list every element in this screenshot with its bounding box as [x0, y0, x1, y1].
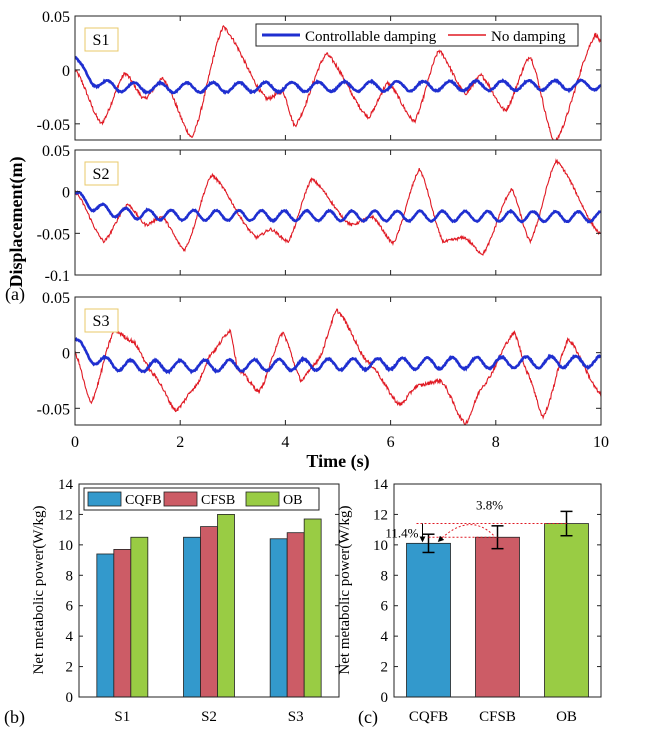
- subplot-tag-label: S3: [93, 313, 110, 330]
- controllable-damping-line: [75, 190, 601, 224]
- y-tick-label: 14: [58, 477, 74, 493]
- y-tick-label: 0: [62, 346, 70, 363]
- y-tick-label: 0.05: [42, 9, 70, 26]
- legend-box: [255, 23, 579, 47]
- subplot-tag: S3: [84, 308, 119, 333]
- y-tick-label: 0.05: [42, 143, 70, 160]
- x-tick-label: S3: [288, 709, 304, 725]
- bar-ob-s2: [217, 514, 235, 698]
- subplot-tag: S1: [84, 27, 119, 52]
- x-axis-label: Time (s): [306, 451, 369, 472]
- legend-label-cfsb: CFSB: [201, 493, 235, 508]
- y-tick-label: 6: [66, 599, 74, 615]
- x-tick-label: 4: [281, 434, 289, 451]
- y-tick-label: 4: [381, 629, 389, 645]
- legend-swatch-cqfb: [87, 491, 122, 507]
- bar-ob: [544, 523, 589, 698]
- y-tick-label: 8: [381, 568, 389, 584]
- legend: CQFB CFSB OB: [83, 487, 320, 511]
- arrow-3-8: [437, 524, 494, 543]
- no-damping-line: [75, 158, 601, 256]
- y-tick-label: 12: [373, 507, 388, 523]
- bar-cfsb-s3: [286, 532, 305, 698]
- y-tick-label: 0: [62, 185, 70, 202]
- bar-ob-s3: [303, 518, 322, 698]
- bar-cqfb-s1: [96, 553, 115, 698]
- legend-label-ob: OB: [283, 493, 302, 508]
- annotation-11-4: 11.4%: [385, 526, 418, 541]
- panel-label-b: (b): [4, 707, 25, 728]
- subplot-s2: 0.05 0 -0.05 -0.1 S2: [37, 143, 602, 285]
- y-tick-label: 0: [66, 690, 74, 706]
- grouped-bar-chart: S1 S2 S3 0 2 4 6 8 10 12 14 Net metabolic power(W/k…: [31, 477, 340, 725]
- x-tick-label: S1: [114, 709, 130, 725]
- y-axis-label: Displacement(m): [6, 157, 27, 288]
- subplot-s1: 0.05 0 -0.05 S1: [37, 9, 602, 141]
- subplot-tag-box: [84, 161, 119, 186]
- y-tick-label: 8: [66, 568, 74, 584]
- bar-cfsb-s2: [200, 526, 218, 698]
- y-tick-label: -0.05: [37, 401, 70, 418]
- annotations: 11.4% 3.8%: [385, 498, 567, 543]
- y-tick-label: -0.05: [37, 117, 70, 134]
- subplot-tag-box: [84, 308, 119, 333]
- bar-cqfb-s2: [183, 536, 201, 698]
- subplot-s3: 0.05 0 -0.05 S3: [37, 290, 602, 426]
- y-tick-label: 0.05: [42, 290, 70, 307]
- controllable-damping-line: [75, 55, 601, 95]
- subplot-tag-box: [84, 27, 119, 52]
- legend-label-controllable: Controllable damping: [305, 29, 437, 45]
- x-tick-label: 6: [387, 434, 395, 451]
- y-tick-label: 2: [66, 660, 74, 676]
- axes-box: [393, 483, 602, 698]
- subplot-tag-label: S1: [93, 32, 110, 49]
- bar-cqfb-s3: [269, 538, 288, 698]
- y-tick-label: 6: [381, 599, 389, 615]
- subplot-tag-label: S2: [93, 166, 110, 183]
- x-tick-label: CFSB: [479, 709, 516, 725]
- x-tick-label: CQFB: [409, 709, 448, 725]
- y-tick-label: 0: [381, 690, 389, 706]
- no-damping-line: [75, 308, 601, 425]
- y-axis-label: Net metabolic power(W/kg): [31, 505, 47, 674]
- y-axis-label: Net metabolic power(W/kg): [337, 505, 353, 674]
- panel-label-c: (c): [358, 707, 378, 728]
- axes-box: [78, 483, 340, 698]
- x-tick-label: 2: [176, 434, 184, 451]
- bar-cqfb: [406, 542, 451, 698]
- axes-box: [74, 149, 602, 276]
- subplot-tag: S2: [84, 161, 119, 186]
- legend: Controllable damping No damping: [255, 23, 579, 47]
- legend-swatch-cfsb: [163, 491, 198, 507]
- y-tick-label: -0.1: [45, 268, 70, 285]
- legend-swatch-ob: [245, 491, 280, 507]
- legend-label-no-damping: No damping: [491, 29, 566, 45]
- y-tick-label: -0.05: [37, 226, 70, 243]
- no-damping-line: [75, 25, 601, 140]
- x-tick-label: 10: [593, 434, 609, 451]
- legend-label-cqfb: CQFB: [125, 493, 162, 508]
- x-tick-label: 8: [492, 434, 500, 451]
- bar-cfsb: [475, 536, 520, 698]
- y-tick-label: 2: [381, 660, 389, 676]
- y-tick-label: 14: [373, 477, 389, 493]
- y-tick-label: 10: [58, 538, 73, 554]
- y-tick-label: 12: [58, 507, 73, 523]
- axes-box: [74, 15, 602, 141]
- x-tick-label: 0: [71, 434, 79, 451]
- axes-box: [74, 296, 602, 426]
- annotation-3-8: 3.8%: [476, 498, 503, 513]
- error-bar-chart: CQFB CFSB OB 0 2 4 6 8 10 12 14 Net metabolic power…: [337, 477, 602, 725]
- x-tick-label: S2: [201, 709, 217, 725]
- bar-ob-s1: [130, 536, 149, 698]
- y-tick-label: 4: [66, 629, 74, 645]
- y-tick-label: 0: [62, 63, 70, 80]
- controllable-damping-line: [75, 337, 601, 375]
- bar-cfsb-s1: [113, 549, 132, 698]
- x-tick-label: OB: [556, 709, 577, 725]
- y-tick-label: 10: [373, 538, 388, 554]
- panel-label-a: (a): [5, 284, 25, 305]
